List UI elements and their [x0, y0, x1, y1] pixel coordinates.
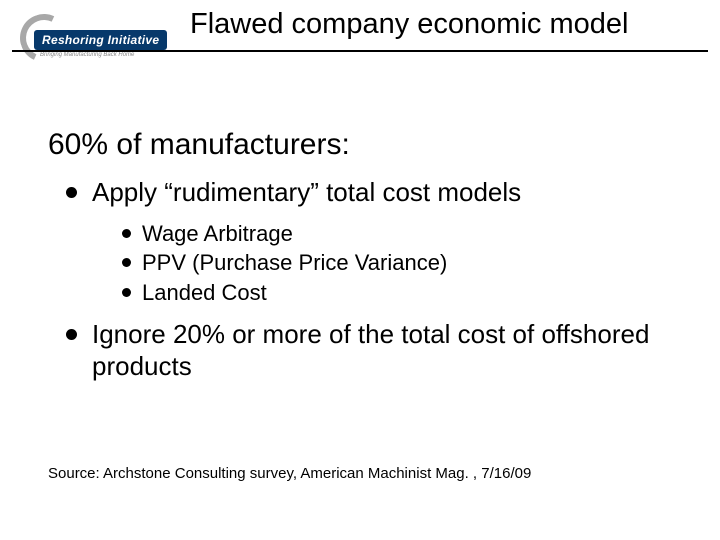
logo-main-text: Reshoring Initiative [34, 30, 167, 50]
sub-bullet-text: PPV (Purchase Price Variance) [142, 250, 447, 275]
bullet-text: Ignore 20% or more of the total cost of … [92, 319, 649, 382]
logo-tagline: Bringing Manufacturing Back Home [40, 52, 134, 58]
slide-content: 60% of manufacturers: Apply “rudimentary… [0, 78, 720, 383]
bullet-list-level2: Wage Arbitrage PPV (Purchase Price Varia… [92, 219, 672, 308]
bullet-list-level1: Apply “rudimentary” total cost models Wa… [48, 176, 672, 383]
sub-bullet-text: Wage Arbitrage [142, 221, 293, 246]
bullet-item: Ignore 20% or more of the total cost of … [66, 318, 672, 383]
bullet-item: Apply “rudimentary” total cost models Wa… [66, 176, 672, 308]
bullet-text: Apply “rudimentary” total cost models [92, 177, 521, 207]
sub-bullet-item: Wage Arbitrage [122, 219, 672, 249]
logo: Reshoring Initiative Bringing Manufactur… [12, 14, 177, 66]
source-citation: Source: Archstone Consulting survey, Ame… [48, 465, 531, 482]
sub-bullet-item: Landed Cost [122, 278, 672, 308]
slide-title: Flawed company economic model [190, 8, 628, 41]
header-divider [12, 50, 708, 52]
content-headline: 60% of manufacturers: [48, 128, 672, 162]
sub-bullet-text: Landed Cost [142, 280, 267, 305]
slide-header: Reshoring Initiative Bringing Manufactur… [0, 0, 720, 78]
sub-bullet-item: PPV (Purchase Price Variance) [122, 248, 672, 278]
